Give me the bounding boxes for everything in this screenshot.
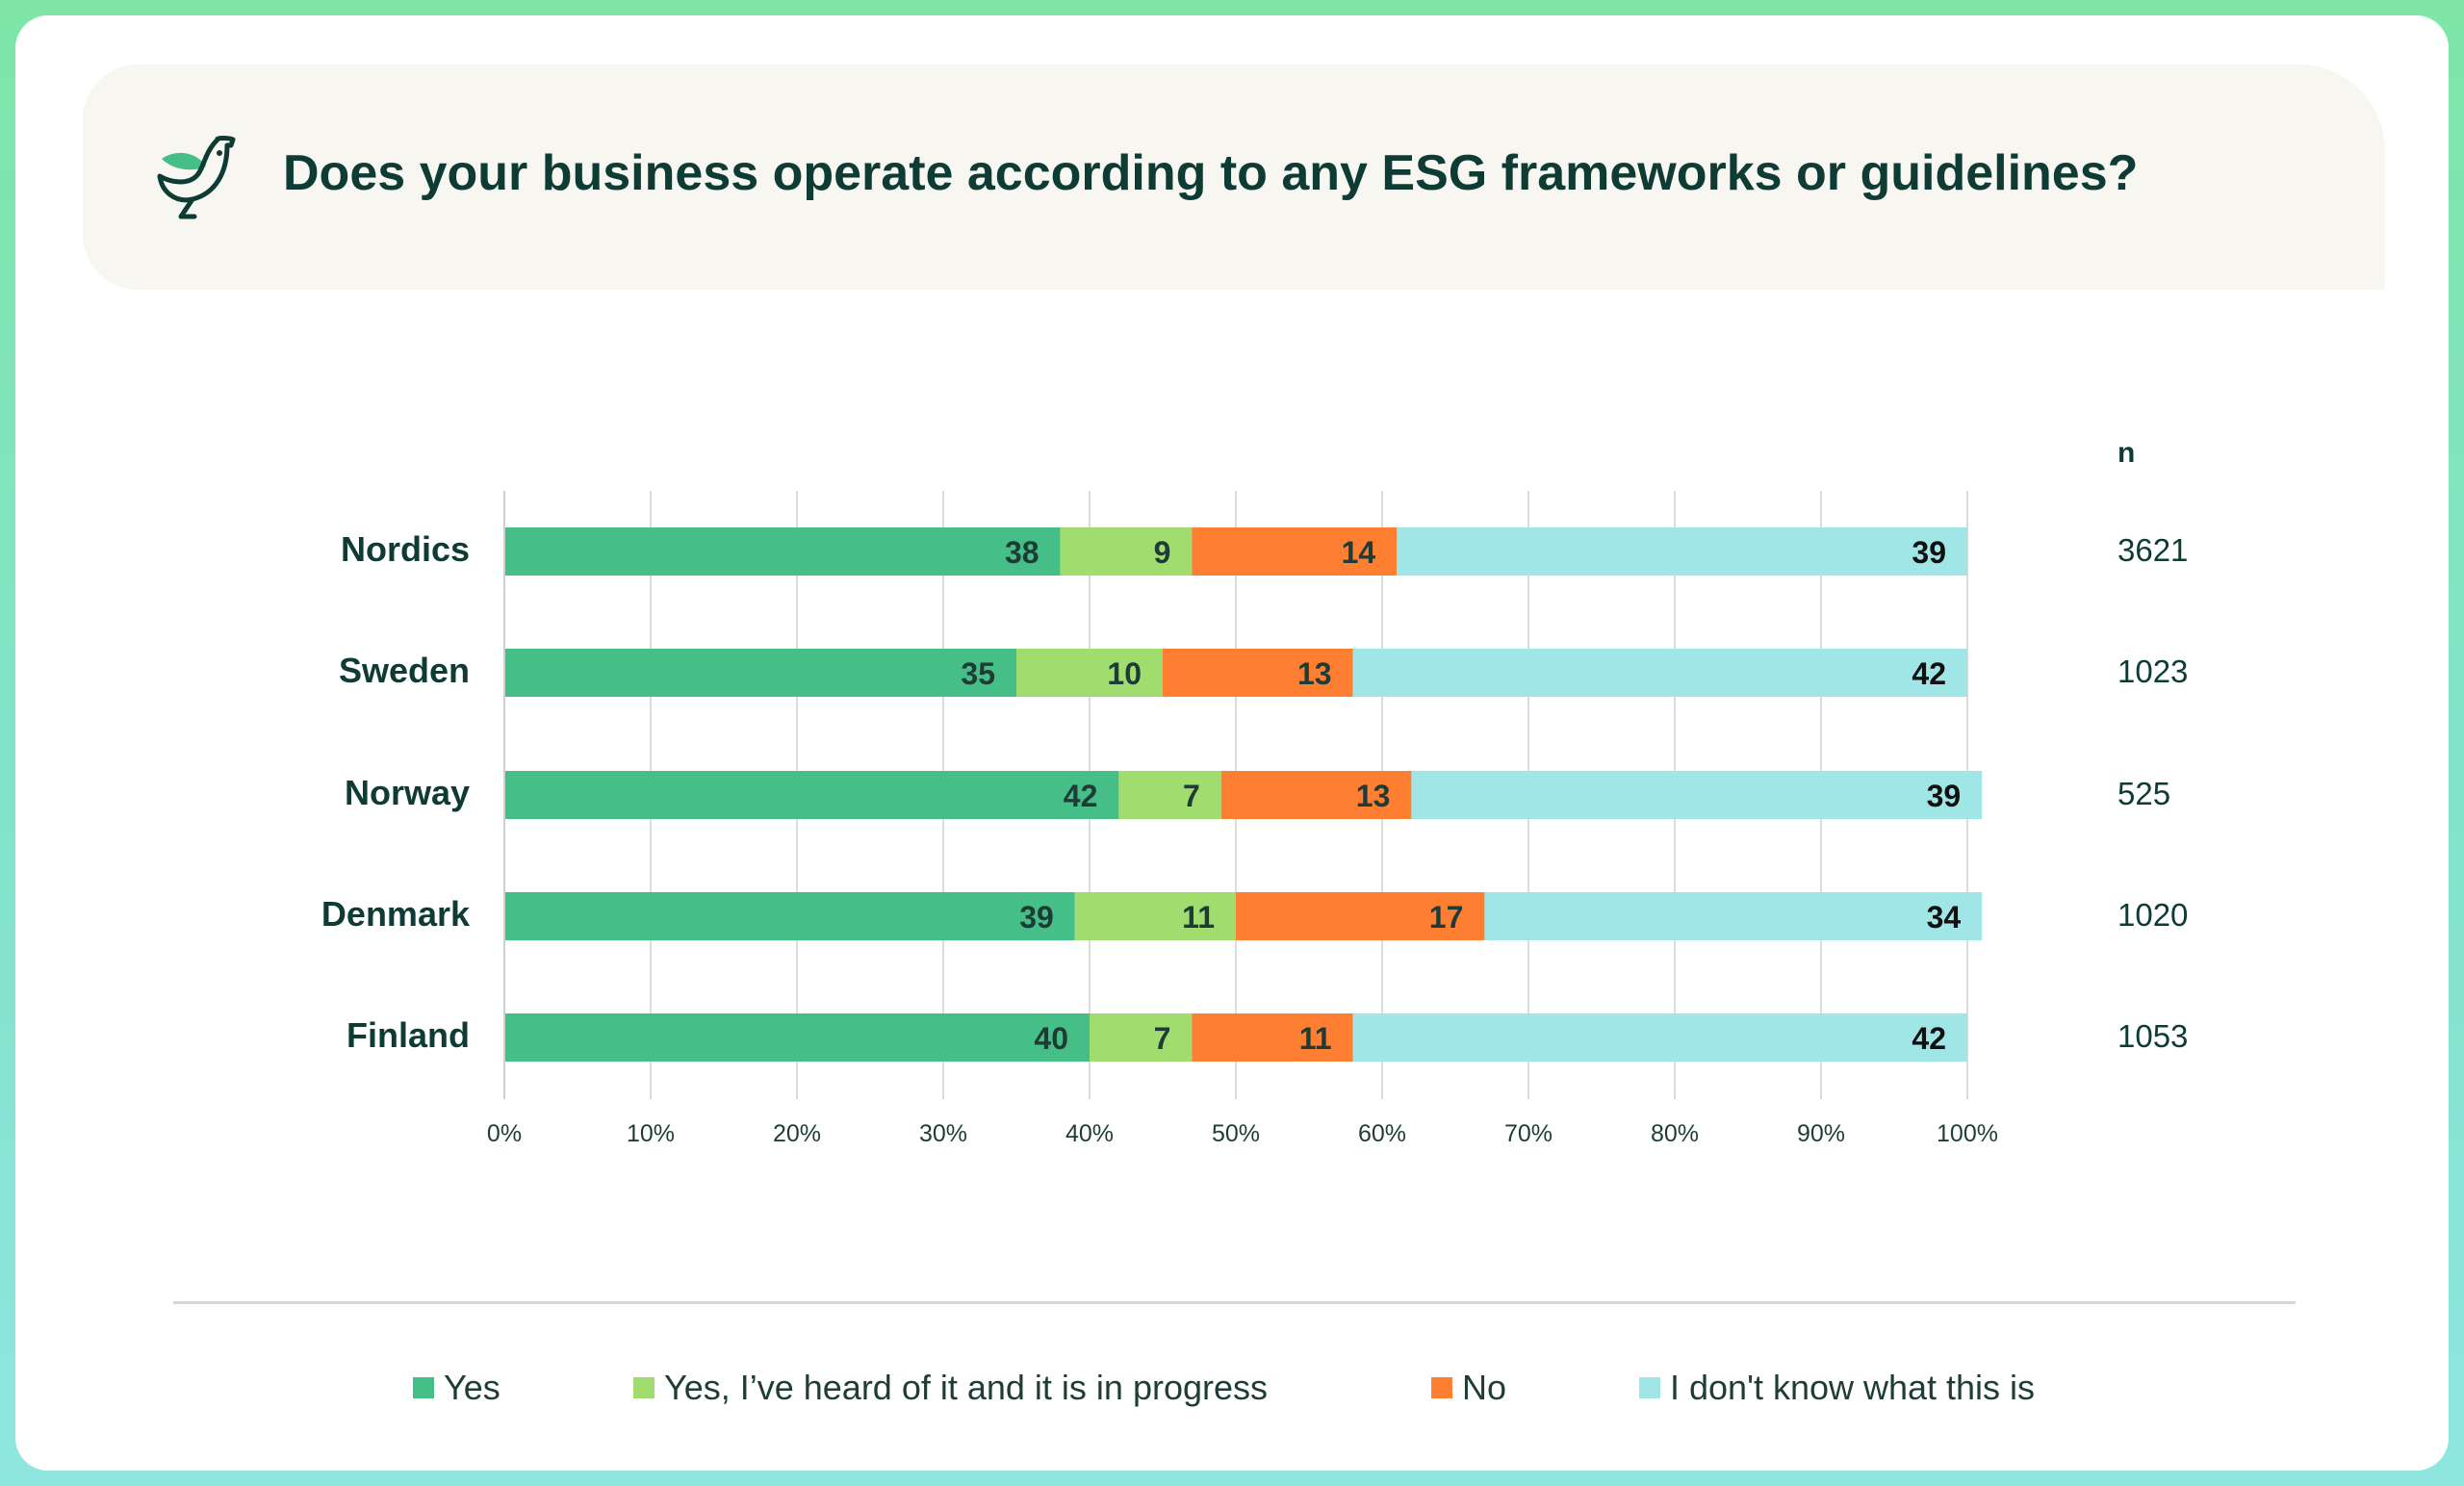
- bar-segment-in-progress: [1090, 1013, 1193, 1062]
- data-label: 40: [1034, 1021, 1068, 1056]
- legend-item-yes: Yes: [413, 1364, 500, 1412]
- data-label: 13: [1297, 656, 1332, 691]
- category-label: Nordics: [341, 529, 470, 569]
- legend-item-in-progress: Yes, I’ve heard of it and it is in progr…: [633, 1364, 1268, 1412]
- bar-segment-in-progress: [1118, 771, 1221, 819]
- data-label: 9: [1154, 535, 1171, 570]
- n-value: 525: [2118, 776, 2170, 811]
- bar-segment-dont-know: [1397, 527, 1967, 576]
- bar-segment-yes: [504, 649, 1016, 697]
- bar-segment-dont-know: [1484, 892, 1983, 940]
- bar-segment-no: [1192, 1013, 1353, 1062]
- n-header: n: [2118, 437, 2135, 469]
- bar-segment-dont-know: [1352, 1013, 1967, 1062]
- bar-segment-yes: [504, 771, 1119, 819]
- data-label: 39: [1912, 535, 1946, 570]
- legend-swatch-in-progress: [633, 1377, 654, 1398]
- data-label: 38: [1005, 535, 1040, 570]
- legend-item-no: No: [1431, 1364, 1506, 1412]
- legend-label-in-progress: Yes, I’ve heard of it and it is in progr…: [664, 1368, 1269, 1407]
- n-value: 1020: [2118, 897, 2188, 933]
- category-label: Sweden: [339, 651, 470, 690]
- legend-swatch-yes: [413, 1377, 434, 1398]
- x-tick-label: 90%: [1797, 1120, 1845, 1147]
- data-label: 34: [1927, 900, 1962, 935]
- x-tick-label: 10%: [627, 1120, 675, 1147]
- legend-item-dont-know: I don't know what this is: [1639, 1364, 2035, 1412]
- bar-segment-no: [1236, 892, 1485, 940]
- data-label: 35: [961, 656, 995, 691]
- category-label: Finland: [346, 1015, 470, 1055]
- data-label: 42: [1064, 779, 1098, 813]
- x-tick-label: 60%: [1358, 1120, 1406, 1147]
- category-label: Denmark: [321, 894, 471, 934]
- x-tick-label: 70%: [1504, 1120, 1553, 1147]
- x-tick-label: 30%: [919, 1120, 967, 1147]
- data-label: 42: [1912, 656, 1946, 691]
- title-bar: [83, 64, 2385, 290]
- bar-segment-in-progress: [1060, 527, 1193, 576]
- category-label: Norway: [345, 773, 470, 812]
- page-title: Does your business operate according to …: [283, 145, 2139, 201]
- bar-segment-no: [1163, 649, 1353, 697]
- data-label: 42: [1912, 1021, 1946, 1056]
- bar-segment-yes: [504, 1013, 1090, 1062]
- legend-label-yes: Yes: [444, 1368, 500, 1407]
- bar-segment-yes: [504, 892, 1075, 940]
- data-label: 10: [1107, 656, 1142, 691]
- n-value: 1053: [2118, 1018, 2188, 1054]
- legend-label-dont-know: I don't know what this is: [1670, 1368, 2036, 1407]
- x-tick-label: 20%: [773, 1120, 821, 1147]
- data-label: 11: [1182, 900, 1215, 935]
- data-label: 7: [1154, 1021, 1171, 1056]
- bar-segment-yes: [504, 527, 1061, 576]
- data-label: 7: [1183, 779, 1200, 813]
- n-value: 1023: [2118, 653, 2188, 689]
- data-label: 39: [1019, 900, 1054, 935]
- data-label: 14: [1342, 535, 1376, 570]
- x-tick-label: 80%: [1651, 1120, 1699, 1147]
- bar-segment-dont-know: [1411, 771, 1983, 819]
- x-tick-label: 0%: [487, 1120, 522, 1147]
- data-label: 17: [1429, 900, 1464, 935]
- data-label: 11: [1299, 1021, 1332, 1056]
- bar-segment-no: [1192, 527, 1398, 576]
- x-tick-label: 40%: [1065, 1120, 1114, 1147]
- x-tick-label: 50%: [1212, 1120, 1260, 1147]
- bar-segment-in-progress: [1016, 649, 1163, 697]
- bird-leaf-icon: [154, 134, 237, 222]
- legend-swatch-no: [1431, 1377, 1452, 1398]
- bar-segment-dont-know: [1352, 649, 1967, 697]
- n-value: 3621: [2118, 532, 2188, 568]
- bar-segment-in-progress: [1074, 892, 1236, 940]
- x-tick-label: 100%: [1937, 1120, 1998, 1147]
- legend-divider: [173, 1301, 2296, 1304]
- bar-segment-no: [1220, 771, 1412, 819]
- data-label: 39: [1927, 779, 1962, 813]
- data-label: 13: [1356, 779, 1391, 813]
- legend-label-no: No: [1462, 1368, 1507, 1407]
- legend-swatch-dont-know: [1639, 1377, 1660, 1398]
